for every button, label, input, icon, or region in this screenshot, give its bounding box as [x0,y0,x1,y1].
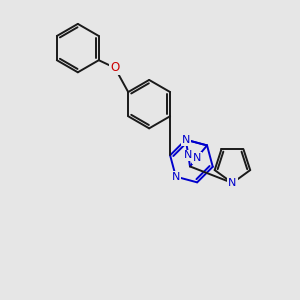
Text: O: O [110,61,119,74]
Text: N: N [228,178,237,188]
Text: N: N [172,172,180,182]
Text: N: N [184,150,193,161]
Text: N: N [182,135,190,145]
Text: N: N [193,153,201,163]
